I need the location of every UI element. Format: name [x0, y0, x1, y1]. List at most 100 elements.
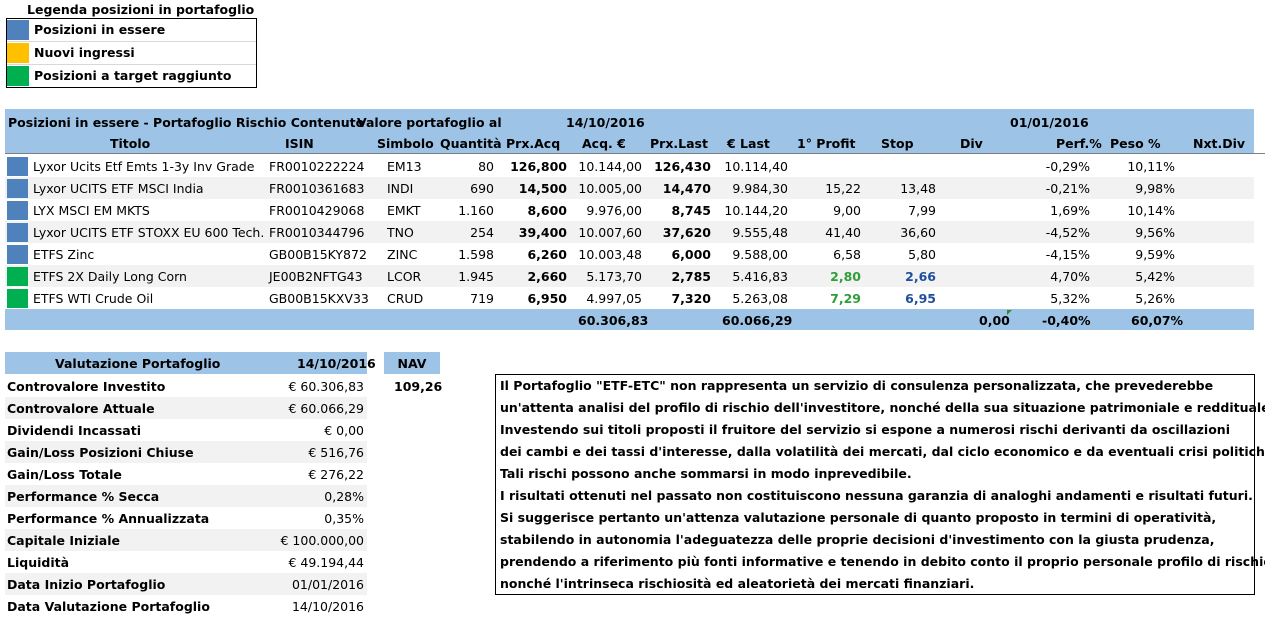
status-swatch [7, 267, 28, 286]
valuation-label: Liquidità [7, 555, 70, 570]
valuation-value: € 276,22 [308, 467, 364, 482]
status-swatch [7, 201, 28, 220]
cell-isin: FR0010222224 [269, 159, 365, 174]
status-swatch [7, 289, 28, 308]
cell-qty: 1.945 [458, 269, 494, 284]
cell-peso: 5,26% [1135, 291, 1175, 306]
cell-last: 5.416,83 [732, 269, 788, 284]
cell-prx-last: 2,785 [671, 269, 711, 284]
cell-titolo: ETFS 2X Daily Long Corn [33, 269, 187, 284]
legend-swatch [7, 20, 29, 40]
portfolio-current-date: 14/10/2016 [566, 115, 645, 130]
valuation-label: Controvalore Attuale [7, 401, 155, 416]
valuation-value: € 60.066,29 [288, 401, 364, 416]
cell-isin: FR0010344796 [269, 225, 365, 240]
header-divider [5, 153, 1265, 154]
cell-peso: 5,42% [1135, 269, 1175, 284]
cell-stop: 6,95 [905, 291, 936, 306]
cell-last: 5.263,08 [732, 291, 788, 306]
legend-box: Posizioni in essere Nuovi ingressi Posizio… [6, 18, 257, 88]
disclaimer-line: dei cambi e dei tassi d'interesse, dalla… [500, 444, 1265, 459]
cell-simbolo: TNO [387, 225, 414, 240]
cell-prx-last: 7,320 [671, 291, 711, 306]
valuation-label: Dividendi Incassati [7, 423, 141, 438]
disclaimer-line: prendendo a riferimento più fonti inform… [500, 554, 1265, 569]
disclaimer-line: stabilendo in autonomia l'adeguatezza de… [500, 532, 1215, 547]
cell-titolo: LYX MSCI EM MKTS [33, 203, 150, 218]
cell-prx-acq: 2,660 [527, 269, 567, 284]
cell-simbolo: EM13 [387, 159, 422, 174]
portfolio-value-label: Valore portafoglio al [357, 115, 502, 130]
cell-perf: -4,52% [1045, 225, 1090, 240]
cell-stop: 36,60 [900, 225, 936, 240]
table-row: ETFS Zinc GB00B15KY872 ZINC 1.598 6,260 10.00… [5, 243, 1254, 265]
cell-acq: 10.003,48 [578, 247, 642, 262]
column-header: 1° Profit [797, 136, 856, 151]
column-header: Titolo [110, 136, 151, 151]
valuation-value: € 0,00 [324, 423, 364, 438]
valuation-value: 0,28% [324, 489, 364, 504]
valuation-date: 14/10/2016 [297, 356, 376, 371]
cell-profit: 9,00 [833, 203, 861, 218]
column-header: Perf.% [1056, 136, 1102, 151]
disclaimer-line: I risultati ottenuti nel passato non cos… [500, 488, 1253, 503]
comment-indicator-icon[interactable] [1007, 310, 1012, 315]
cell-qty: 690 [470, 181, 494, 196]
total-last: 60.066,29 [722, 313, 793, 328]
cell-isin: GB00B15KXV33 [269, 291, 369, 306]
valuation-header-band [5, 352, 367, 374]
column-header: Quantità [440, 136, 502, 151]
cell-isin: JE00B2NFTG43 [269, 269, 363, 284]
total-peso: 60,07% [1131, 313, 1184, 328]
cell-prx-last: 14,470 [662, 181, 711, 196]
cell-stop: 5,80 [908, 247, 936, 262]
column-header: € Last [727, 136, 770, 151]
valuation-label: Gain/Loss Totale [7, 467, 122, 482]
column-header: Acq. € [582, 136, 626, 151]
cell-titolo: ETFS WTI Crude Oil [33, 291, 154, 306]
cell-profit: 15,22 [825, 181, 861, 196]
disclaimer-line: Investendo sui titoli proposti il fruito… [500, 422, 1230, 437]
cell-simbolo: INDI [387, 181, 414, 196]
nav-label: NAV [397, 356, 427, 371]
valuation-label: Data Valutazione Portafoglio [7, 599, 210, 614]
column-header: Prx.Acq [506, 136, 561, 151]
valuation-value: € 60.306,83 [288, 379, 364, 394]
cell-last: 10.114,40 [724, 159, 788, 174]
cell-simbolo: LCOR [387, 269, 422, 284]
cell-profit: 41,40 [825, 225, 861, 240]
valuation-label: Gain/Loss Posizioni Chiuse [7, 445, 194, 460]
valuation-row: Performance % Annualizzata 0,35% [5, 507, 367, 529]
cell-profit: 7,29 [830, 291, 861, 306]
valuation-row: Data Inizio Portafoglio 01/01/2016 [5, 573, 367, 595]
cell-acq: 5.173,70 [586, 269, 642, 284]
cell-stop: 7,99 [908, 203, 936, 218]
valuation-label: Performance % Secca [7, 489, 160, 504]
cell-prx-acq: 6,950 [527, 291, 567, 306]
disclaimer-line: Il Portafoglio "ETF-ETC" non rappresenta… [500, 378, 1214, 393]
column-header: Simbolo [377, 136, 434, 151]
cell-prx-last: 126,430 [654, 159, 711, 174]
cell-acq: 4.997,05 [586, 291, 642, 306]
cell-perf: -0,21% [1045, 181, 1090, 196]
cell-simbolo: EMKT [387, 203, 421, 218]
valuation-value: € 516,76 [308, 445, 364, 460]
legend-label: Posizioni in essere [34, 22, 166, 37]
cell-perf: 1,69% [1050, 203, 1090, 218]
cell-last: 10.144,20 [724, 203, 788, 218]
cell-peso: 9,59% [1135, 247, 1175, 262]
table-row: Lyxor UCITS ETF MSCI India FR0010361683 IN… [5, 177, 1254, 199]
cell-titolo: Lyxor Ucits Etf Emts 1-3y Inv Grade [33, 159, 255, 174]
cell-perf: 5,32% [1050, 291, 1090, 306]
cell-profit: 2,80 [830, 269, 861, 284]
valuation-row: Controvalore Attuale € 60.066,29 [5, 397, 367, 419]
disclaimer-line: Si suggerisce pertanto un'attenza valuta… [500, 510, 1217, 525]
column-header: Div [960, 136, 983, 151]
valuation-value: 01/01/2016 [291, 577, 364, 592]
nav-value: 109,26 [394, 379, 443, 394]
cell-simbolo: CRUD [387, 291, 424, 306]
valuation-row: Controvalore Investito € 60.306,83 [5, 375, 367, 397]
column-header: Nxt.Div [1193, 136, 1246, 151]
cell-isin: GB00B15KY872 [269, 247, 367, 262]
valuation-row: Performance % Secca 0,28% [5, 485, 367, 507]
